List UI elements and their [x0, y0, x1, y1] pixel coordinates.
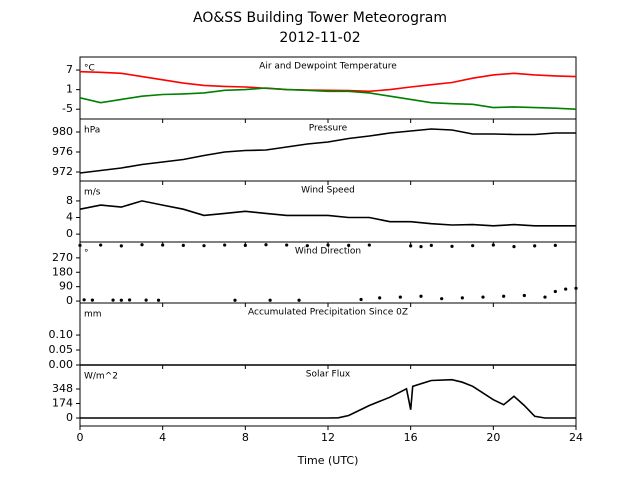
point — [419, 294, 423, 298]
point — [409, 244, 413, 248]
point — [128, 298, 132, 302]
point — [378, 296, 382, 300]
x-tick-label: 16 — [404, 431, 418, 444]
y-tick-label: 0.05 — [49, 343, 74, 356]
panel-title: Accumulated Precipitation Since 0Z — [248, 308, 408, 318]
point — [161, 243, 165, 247]
point — [140, 243, 144, 247]
y-tick-label: 976 — [52, 145, 73, 158]
y-tick-label: 0 — [66, 227, 73, 240]
panel-units: m/s — [84, 188, 101, 198]
x-tick-label: 12 — [321, 431, 335, 444]
point — [359, 297, 363, 302]
point — [156, 298, 161, 302]
point — [419, 245, 423, 249]
y-tick-label: 7 — [66, 63, 73, 76]
y-tick-label: 0 — [66, 411, 73, 424]
series-line — [80, 378, 576, 419]
series-line — [79, 200, 576, 227]
point — [347, 243, 351, 247]
point — [440, 297, 444, 301]
point — [533, 244, 537, 248]
point — [90, 298, 94, 302]
point — [82, 298, 86, 302]
y-tick-label: 4 — [66, 211, 73, 224]
point — [99, 243, 103, 247]
y-tick-label: 8 — [66, 194, 73, 207]
point — [119, 298, 123, 302]
point — [223, 243, 227, 247]
point — [326, 243, 330, 247]
point — [398, 295, 402, 299]
point — [305, 244, 309, 248]
point — [553, 289, 557, 294]
point — [181, 243, 185, 247]
panel-units: W/m^2 — [84, 372, 118, 382]
panel-title: Pressure — [309, 124, 348, 134]
series-line — [79, 87, 577, 110]
point — [119, 244, 123, 248]
point — [553, 243, 557, 247]
figure-title: AO&SS Building Tower Meteorogram — [193, 10, 447, 26]
point — [202, 244, 206, 248]
point — [460, 296, 464, 300]
point — [512, 245, 516, 249]
y-tick-label: 90 — [59, 280, 73, 293]
y-tick-label: 1 — [66, 83, 73, 96]
y-tick-label: 972 — [52, 165, 73, 178]
point — [285, 243, 289, 247]
point — [144, 298, 148, 302]
point — [367, 243, 371, 247]
panel-title: Wind Speed — [301, 186, 355, 196]
panel-title: Solar Flux — [306, 370, 351, 380]
point — [574, 286, 578, 290]
x-tick-label: 8 — [242, 431, 249, 444]
y-tick-label: 0.10 — [49, 328, 74, 341]
point — [297, 298, 301, 302]
y-tick-label: 180 — [52, 265, 73, 278]
x-tick-label: 24 — [569, 431, 583, 444]
point — [450, 244, 454, 248]
panel-units: mm — [84, 310, 102, 320]
x-tick-label: 20 — [486, 431, 500, 444]
panel-units: °C — [84, 64, 95, 74]
x-tick-label: 0 — [77, 431, 84, 444]
series-line — [79, 70, 577, 93]
panel-units: ° — [84, 249, 89, 259]
point — [481, 295, 485, 299]
point — [502, 294, 506, 298]
point — [491, 243, 495, 247]
panel-units: hPa — [84, 126, 100, 136]
panel-title: Air and Dewpoint Temperature — [259, 62, 397, 72]
point — [268, 298, 272, 302]
point — [243, 243, 247, 247]
y-tick-label: 348 — [52, 382, 73, 395]
point — [264, 243, 268, 247]
y-tick-label: 980 — [52, 125, 73, 138]
point — [429, 243, 433, 247]
series-line — [79, 128, 576, 174]
y-tick-label: 0 — [66, 294, 73, 307]
point — [564, 287, 568, 291]
point — [111, 298, 115, 302]
point — [233, 298, 237, 302]
y-tick-label: 0.00 — [49, 358, 74, 371]
x-tick-label: 4 — [159, 431, 166, 444]
y-tick-label: 174 — [52, 397, 73, 410]
point — [471, 244, 475, 248]
y-tick-label: -5 — [62, 102, 73, 115]
figure-subtitle: 2012-11-02 — [279, 30, 360, 46]
point — [522, 293, 526, 298]
point — [78, 243, 82, 247]
point — [543, 295, 547, 299]
panel-title: Wind Direction — [295, 247, 361, 257]
y-tick-label: 270 — [52, 251, 73, 264]
x-axis-label: Time (UTC) — [297, 454, 359, 467]
